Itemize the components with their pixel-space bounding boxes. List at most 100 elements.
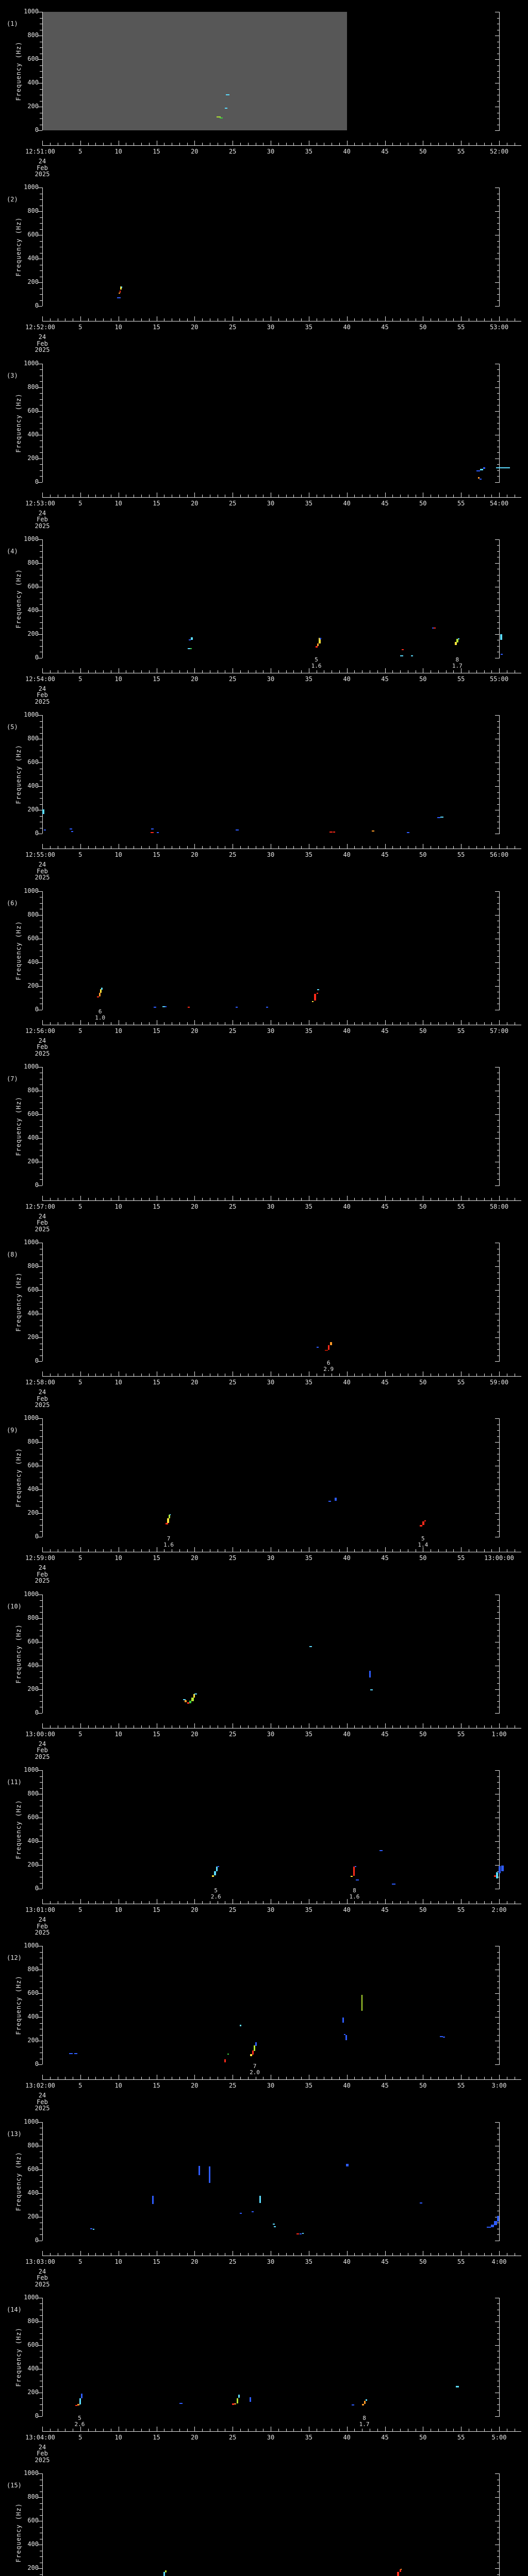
panel-index-label: (14) — [7, 2306, 22, 2313]
x-tick-label: 50 — [419, 1554, 427, 1562]
x-axis-tick — [95, 2252, 96, 2256]
right-axis-tick — [497, 1108, 500, 1109]
x-tick-label: 5 — [78, 324, 82, 331]
x-axis-tick — [484, 1022, 485, 1025]
detection-score-label: 2.9 — [323, 1366, 334, 1373]
detection-event — [212, 1875, 214, 1877]
x-axis-tick — [240, 846, 241, 849]
y-axis-tick — [38, 1418, 42, 1419]
x-axis-tick — [202, 1901, 203, 1904]
date-line: Feb — [37, 2274, 48, 2282]
x-axis-tick — [88, 2428, 89, 2431]
detection-event — [397, 2572, 400, 2576]
x-axis-tick — [80, 668, 81, 673]
right-axis-tick — [497, 1525, 500, 1526]
x-axis-tick — [491, 1022, 492, 1025]
x-tick-label: 15 — [153, 851, 160, 859]
x-tick-label: 15 — [153, 1554, 160, 1562]
y-tick-label: 600 — [27, 1637, 39, 1645]
y-axis-tick — [40, 1600, 42, 1601]
y-axis-tick — [40, 77, 42, 78]
detection-event — [476, 470, 481, 471]
date-line: 2025 — [35, 874, 50, 882]
detection-event — [117, 297, 121, 299]
date-line: 2025 — [35, 346, 50, 354]
detection-event — [410, 655, 414, 656]
date-line: Feb — [37, 1219, 48, 1227]
x-axis-tick — [80, 1899, 81, 1904]
x-axis-tick — [484, 1549, 485, 1552]
x-axis-tick — [354, 1022, 355, 1025]
x-axis-tick — [80, 1195, 81, 1200]
x-tick-label: 35 — [305, 2082, 313, 2090]
right-axis-tick — [497, 65, 500, 66]
x-axis-tick — [80, 1547, 81, 1552]
x-axis-tick — [50, 2252, 51, 2256]
y-axis-tick — [40, 1612, 42, 1613]
x-axis-tick — [88, 1022, 89, 1025]
spectrogram-panel: (7) Frequency (Hz) 0 200 400 600 800 1000 5 10 15 2… — [0, 1055, 528, 1232]
detection-count-label: 5 — [421, 1535, 425, 1543]
y-axis-tick — [38, 2193, 42, 2194]
x-axis-tick — [491, 1725, 492, 1728]
detection-event — [455, 2386, 459, 2387]
detection-event — [216, 1866, 218, 1871]
panel-index-label: (3) — [7, 371, 18, 379]
y-axis-tick — [40, 2386, 42, 2387]
y-axis-tick — [40, 1981, 42, 1982]
x-axis-tick — [286, 670, 287, 673]
right-axis-tick — [497, 1460, 500, 1461]
y-tick-label: 1000 — [24, 1062, 39, 1070]
x-axis-tick — [438, 1901, 439, 1904]
x-axis-tick — [148, 1197, 150, 1200]
x-axis-tick — [339, 1197, 340, 1200]
x-axis-tick — [202, 670, 203, 673]
y-axis-tick — [40, 1683, 42, 1684]
detection-count-label: 5 — [78, 2414, 81, 2421]
y-axis-tick — [40, 733, 42, 734]
x-axis-tick — [202, 846, 203, 849]
x-axis-tick — [385, 2426, 386, 2431]
y-axis-tick — [40, 2181, 42, 2182]
date-line: 24 — [38, 333, 46, 341]
y-tick-label: 200 — [27, 1333, 39, 1341]
x-tick-label: 5 — [78, 1554, 82, 1562]
x-axis-tick — [194, 1195, 195, 1200]
x-axis-tick — [377, 318, 378, 321]
detection-event — [351, 1876, 353, 1877]
x-tick-label: 55 — [457, 324, 465, 331]
x-axis-tick — [194, 1899, 195, 1904]
x-tick-label: 15 — [153, 1730, 160, 1738]
detection-score-label: 1.6 — [311, 662, 322, 669]
detection-event — [188, 639, 191, 640]
y-tick-label: 200 — [27, 2037, 39, 2044]
panel-index-label: (11) — [7, 1778, 22, 1786]
y-tick-label: 400 — [27, 2013, 39, 2021]
x-tick-label: 55 — [457, 2258, 465, 2265]
y-tick-label: 800 — [27, 1262, 39, 1270]
x-axis-tick — [286, 1725, 287, 1728]
y-axis-tick — [40, 1430, 42, 1431]
x-axis-tick — [453, 1549, 454, 1552]
x-tick-label: 50 — [419, 148, 427, 155]
x-axis-tick — [400, 318, 401, 321]
y-axis-line — [42, 1946, 43, 2065]
x-tick-label: 30 — [267, 2082, 275, 2090]
x-axis-tick — [194, 1547, 195, 1552]
y-axis-tick — [40, 89, 42, 90]
right-axis-tick — [497, 804, 500, 805]
x-axis-tick — [385, 316, 386, 321]
x-axis-tick — [202, 143, 203, 145]
y-tick-label: 200 — [27, 2388, 39, 2396]
y-axis-tick — [38, 1185, 42, 1186]
y-axis-tick — [40, 2503, 42, 2504]
right-axis-tick — [497, 217, 500, 218]
detection-event — [420, 1524, 422, 1527]
x-axis-tick — [248, 318, 249, 321]
right-axis-tick — [495, 211, 500, 212]
x-axis-tick — [392, 1022, 393, 1025]
x-axis-tick — [301, 318, 302, 321]
y-axis-title: Frequency (Hz) — [15, 2503, 22, 2563]
y-axis-tick — [40, 2333, 42, 2334]
x-axis-tick — [278, 1022, 279, 1025]
